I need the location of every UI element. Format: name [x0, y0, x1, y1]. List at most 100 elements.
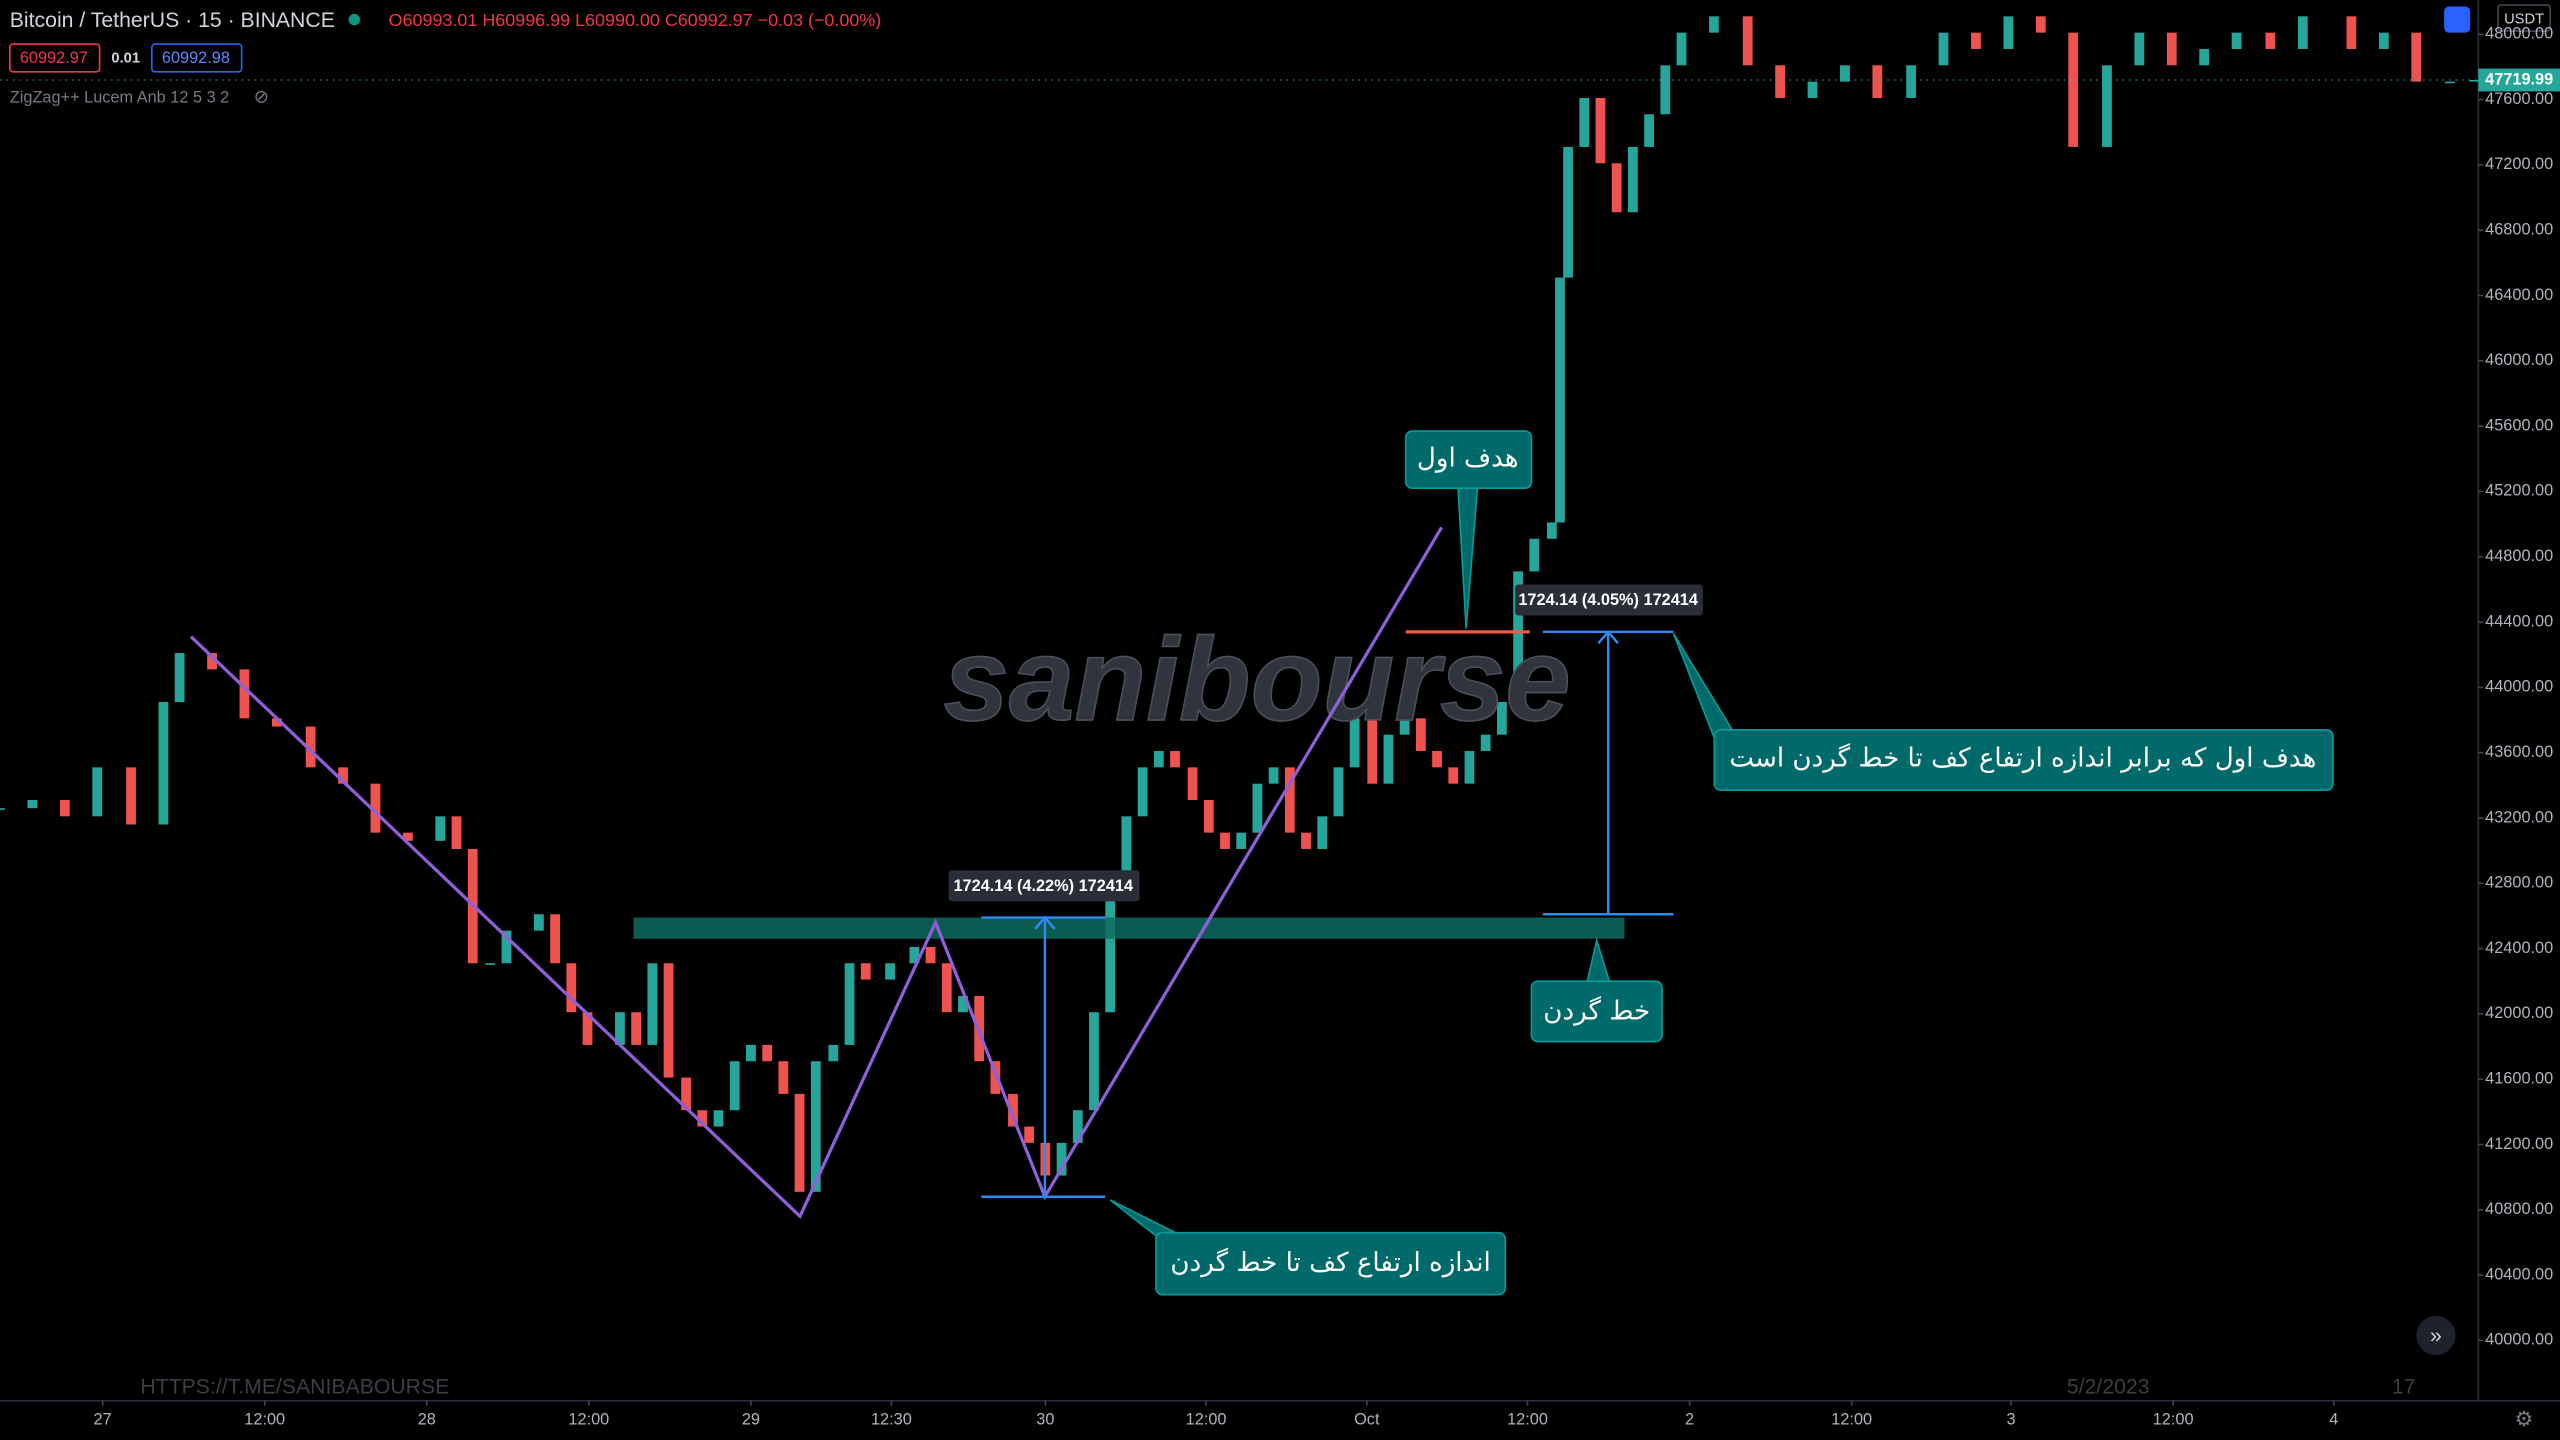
y-tick-label: 41200.00: [2485, 1135, 2553, 1153]
candle-body: [402, 832, 413, 841]
candle-body: [1627, 146, 1638, 213]
candle-body: [1480, 734, 1491, 752]
watermark-date: 5/2/2023: [2067, 1375, 2150, 1398]
x-tick-label: 28: [418, 1411, 436, 1429]
candle-body: [1187, 767, 1198, 800]
y-tick-label: 44800.00: [2485, 547, 2553, 565]
measure-bottom: [981, 915, 1106, 1198]
sell-button[interactable]: [8, 43, 101, 73]
candle-body: [2068, 32, 2079, 147]
candle-body: [1367, 718, 1378, 784]
candle-body: [1056, 1142, 1067, 1176]
candle-body: [1399, 718, 1410, 735]
candle-body: [1775, 65, 1786, 98]
candle-body: [1137, 767, 1148, 817]
candle-body: [1529, 538, 1540, 572]
candle-body: [2199, 48, 2210, 66]
candle-body: [1513, 571, 1523, 703]
candle-body: [2411, 32, 2422, 82]
candle-body: [1008, 1093, 1018, 1127]
measure-label: 1724.14 (4.22%) 172414: [953, 877, 1133, 895]
candle-body: [451, 816, 462, 849]
y-tick-label: 40400.00: [2485, 1265, 2553, 1283]
sync-icon[interactable]: [2444, 6, 2471, 33]
candle-body: [1220, 832, 1230, 849]
y-tick-label: 44000.00: [2485, 678, 2553, 696]
candle-body: [1432, 751, 1442, 768]
candle-body: [271, 718, 282, 727]
currency: USDT: [2504, 11, 2544, 27]
buy-button[interactable]: [151, 43, 243, 73]
candle-body: [207, 653, 217, 670]
x-tick-label: 2: [1685, 1411, 1694, 1429]
y-tick-label: 48000.00: [2485, 25, 2553, 43]
candle-body: [631, 1012, 642, 1045]
candle-body: [1938, 32, 1949, 66]
candle-body: [990, 1061, 1001, 1094]
candle-body: [1252, 783, 1263, 833]
candle-body: [2378, 32, 2389, 49]
candle-body: [338, 767, 348, 784]
y-tick-label: 43600.00: [2485, 743, 2553, 761]
y-tick-label: 41600.00: [2485, 1069, 2553, 1087]
sell-price: 60992.97: [20, 49, 88, 67]
candle-body: [566, 963, 577, 1013]
candle-body: [550, 914, 560, 964]
candle-body: [27, 800, 38, 809]
candle-body: [533, 914, 544, 931]
y-tick-label: 47600.00: [2485, 90, 2553, 108]
candle-body: [1301, 832, 1311, 849]
candle-body: [1872, 65, 1883, 98]
currency-box[interactable]: [2497, 4, 2552, 32]
candle-body: [1153, 751, 1164, 768]
measure-label-box: [1515, 584, 1703, 616]
settings-icon[interactable]: ⚙: [2515, 1408, 2534, 1431]
callout-text: هدف اول: [1417, 443, 1519, 473]
candle-body: [1840, 65, 1850, 82]
candle-body: [746, 1044, 756, 1062]
candle-body: [697, 1110, 708, 1127]
measure-label-box: [948, 870, 1140, 902]
candle-body: [1105, 881, 1116, 1013]
scroll-icon: »: [2430, 1325, 2442, 1348]
candle-body: [1644, 114, 1654, 147]
scroll-button[interactable]: [2416, 1315, 2456, 1356]
candle-body: [909, 946, 920, 964]
callout-text: خط گردن: [1543, 996, 1650, 1027]
candle-body: [810, 1061, 821, 1192]
y-tick-label: 43200.00: [2485, 808, 2553, 826]
candle-body: [435, 816, 446, 841]
candle-body: [844, 963, 855, 1045]
candle-body: [1464, 751, 1475, 784]
candle-body: [1317, 816, 1328, 849]
indicator-name: ZigZag++ Lucem Anb 12 5 3 2: [10, 88, 229, 106]
y-tick-label: 44400.00: [2485, 612, 2553, 630]
candle-body: [1383, 734, 1394, 784]
candle-body: [1333, 767, 1344, 817]
x-tick-label: 12:30: [871, 1411, 912, 1429]
symbol-title: Bitcoin / TetherUS · 15 · BINANCE: [10, 9, 335, 32]
candle-body: [0, 808, 5, 810]
callout-text: هدف اول که برابر اندازه ارتفاع کف تا خط …: [1729, 743, 2316, 774]
candle-body: [1611, 163, 1622, 213]
x-tick-label: 29: [742, 1411, 760, 1429]
candle-body: [941, 963, 952, 1013]
y-tick-label: 46400.00: [2485, 286, 2553, 304]
x-tick-label: Oct: [1354, 1411, 1380, 1429]
candle-body: [1496, 702, 1507, 735]
y-tick-label: 45200.00: [2485, 482, 2553, 500]
x-tick-label: 12:00: [2153, 1411, 2194, 1429]
y-tick-label: 42400.00: [2485, 939, 2553, 957]
candle-body: [681, 1077, 692, 1111]
candle-body: [1595, 97, 1606, 164]
neckline-zone: [633, 917, 1625, 939]
candle-body: [174, 653, 185, 703]
hide-icon[interactable]: ⊘: [254, 87, 269, 107]
candle-body: [501, 930, 512, 964]
candle-body: [2166, 32, 2177, 66]
watermark-logo: sanibourse: [944, 614, 1571, 745]
candle-body: [860, 963, 871, 980]
y-tick-label: 40000.00: [2485, 1331, 2553, 1349]
